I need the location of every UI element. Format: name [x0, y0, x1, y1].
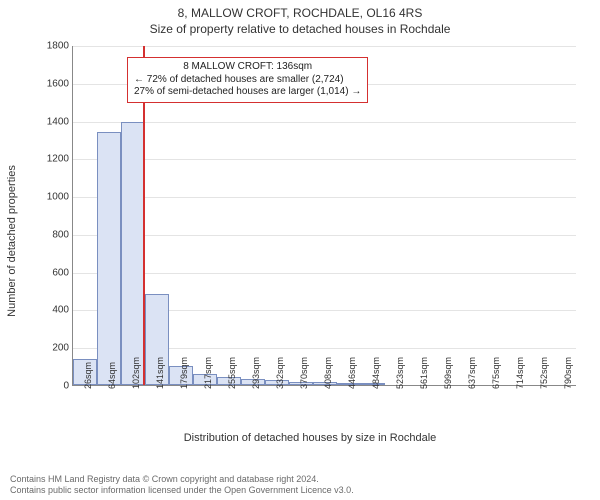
x-axis-label: Distribution of detached houses by size … [184, 432, 437, 444]
x-tick-label: 255sqm [227, 357, 237, 389]
footer-line-1: Contains HM Land Registry data © Crown c… [10, 474, 354, 485]
x-tick-label: 26sqm [83, 362, 93, 389]
title-line-2: Size of property relative to detached ho… [0, 22, 600, 36]
y-tick-label: 400 [52, 305, 73, 316]
footer-attribution: Contains HM Land Registry data © Crown c… [10, 474, 354, 496]
y-tick-label: 1600 [47, 78, 73, 89]
gridline [73, 46, 576, 47]
y-tick-label: 0 [63, 381, 73, 392]
x-tick-label: 675sqm [491, 357, 501, 389]
x-tick-label: 332sqm [275, 357, 285, 389]
callout-line: 27% of semi-detached houses are larger (… [134, 86, 361, 99]
title-line-1: 8, MALLOW CROFT, ROCHDALE, OL16 4RS [0, 6, 600, 20]
callout-box: 8 MALLOW CROFT: 136sqm← 72% of detached … [127, 57, 368, 103]
y-axis-label: Number of detached properties [6, 165, 18, 317]
chart-area: Number of detached properties 0200400600… [36, 42, 584, 440]
x-tick-label: 217sqm [203, 357, 213, 389]
x-tick-label: 599sqm [443, 357, 453, 389]
x-tick-label: 141sqm [155, 357, 165, 389]
gridline [73, 159, 576, 160]
x-tick-label: 790sqm [563, 357, 573, 389]
histogram-bar [121, 122, 145, 385]
x-tick-label: 446sqm [347, 357, 357, 389]
x-tick-label: 484sqm [371, 357, 381, 389]
y-tick-label: 200 [52, 343, 73, 354]
gridline [73, 273, 576, 274]
gridline [73, 122, 576, 123]
y-tick-label: 1800 [47, 41, 73, 52]
x-tick-label: 370sqm [299, 357, 309, 389]
x-tick-label: 102sqm [131, 357, 141, 389]
x-tick-label: 523sqm [395, 357, 405, 389]
callout-line: ← 72% of detached houses are smaller (2,… [134, 74, 361, 87]
footer-line-2: Contains public sector information licen… [10, 485, 354, 496]
gridline [73, 197, 576, 198]
y-tick-label: 600 [52, 267, 73, 278]
x-tick-label: 179sqm [179, 357, 189, 389]
histogram-bar [97, 132, 121, 385]
x-tick-label: 561sqm [419, 357, 429, 389]
title-block: 8, MALLOW CROFT, ROCHDALE, OL16 4RS Size… [0, 0, 600, 36]
y-tick-label: 1200 [47, 154, 73, 165]
y-tick-label: 800 [52, 229, 73, 240]
x-tick-label: 64sqm [107, 362, 117, 389]
x-tick-label: 408sqm [323, 357, 333, 389]
x-tick-label: 752sqm [539, 357, 549, 389]
y-tick-label: 1000 [47, 192, 73, 203]
x-tick-label: 293sqm [251, 357, 261, 389]
callout-line: 8 MALLOW CROFT: 136sqm [134, 61, 361, 74]
gridline [73, 235, 576, 236]
plot-region: 02004006008001000120014001600180026sqm64… [72, 46, 576, 386]
x-tick-label: 714sqm [515, 357, 525, 389]
y-tick-label: 1400 [47, 116, 73, 127]
x-tick-label: 637sqm [467, 357, 477, 389]
